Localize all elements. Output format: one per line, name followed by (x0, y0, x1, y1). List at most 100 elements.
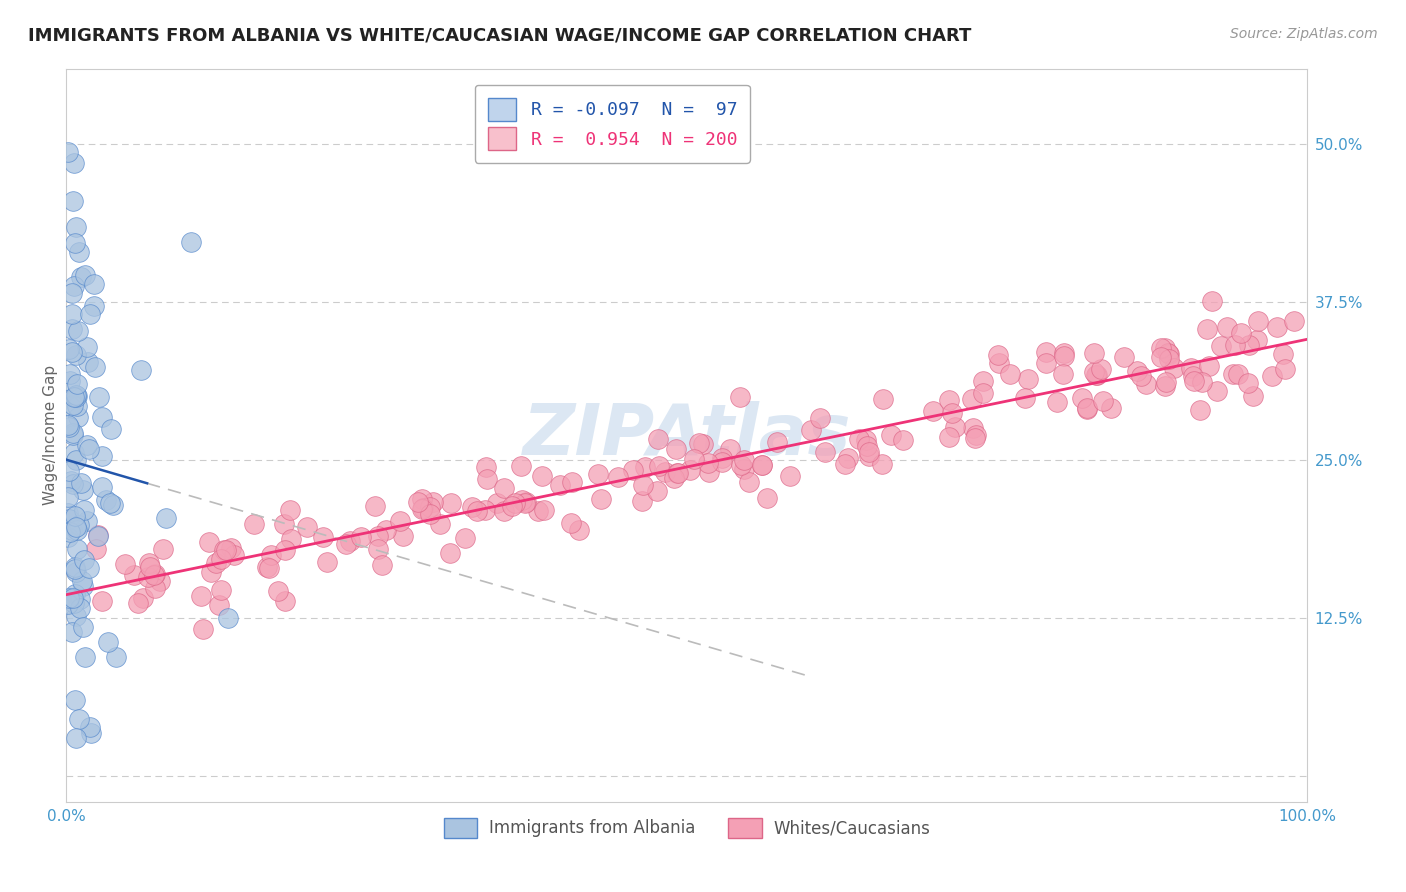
Point (692, 437, 714, 451)
Point (631, 494, 654, 508)
Point (278, 503, 301, 517)
Point (561, 475, 583, 489)
Point (367, 528, 389, 542)
Point (65, 236, 87, 251)
Point (65, 399, 87, 413)
Point (1126, 364, 1149, 378)
Point (155, 511, 177, 525)
Point (533, 503, 555, 517)
Point (1197, 322, 1219, 336)
Point (1209, 339, 1232, 353)
Point (77, 442, 100, 456)
Point (371, 558, 394, 573)
Legend: Immigrants from Albania, Whites/Caucasians: Immigrants from Albania, Whites/Caucasia… (437, 811, 936, 845)
Point (1084, 368, 1107, 383)
Point (58, 464, 80, 478)
Point (273, 517, 295, 532)
Point (728, 390, 751, 404)
Point (67, 713, 90, 727)
Point (548, 478, 571, 492)
Point (257, 561, 280, 575)
Point (83, 359, 105, 374)
Point (143, 581, 166, 595)
Point (76, 514, 98, 528)
Point (65, 508, 87, 523)
Point (67, 517, 90, 532)
Point (375, 523, 398, 537)
Point (136, 570, 159, 584)
Point (606, 470, 628, 484)
Point (79, 720, 101, 734)
Point (96, 493, 118, 508)
Point (688, 436, 710, 450)
Point (412, 500, 434, 515)
Point (65, 731, 87, 746)
Point (83, 299, 105, 313)
Point (1153, 378, 1175, 392)
Point (987, 348, 1010, 362)
Point (492, 481, 515, 495)
Point (756, 491, 779, 505)
Point (411, 502, 433, 516)
Point (921, 404, 943, 418)
Point (560, 516, 582, 530)
Point (63, 596, 86, 610)
Point (1189, 402, 1212, 417)
Point (152, 541, 174, 556)
Point (60, 345, 83, 359)
Point (808, 411, 831, 425)
Point (56, 145, 79, 159)
Point (63, 693, 86, 707)
Point (56, 597, 79, 611)
Point (77, 561, 100, 575)
Point (70, 270, 93, 285)
Point (62, 398, 84, 412)
Point (86, 542, 108, 557)
Point (856, 439, 879, 453)
Point (90, 480, 112, 494)
Point (295, 520, 318, 534)
Point (367, 541, 389, 556)
Point (1150, 350, 1173, 364)
Point (738, 475, 761, 489)
Point (515, 496, 537, 510)
Point (58, 512, 80, 526)
Point (621, 463, 644, 477)
Point (127, 596, 149, 610)
Point (1201, 294, 1223, 309)
Point (633, 478, 655, 492)
Point (1112, 350, 1135, 364)
Point (63, 562, 86, 576)
Point (834, 457, 856, 471)
Point (69, 591, 91, 606)
Point (1071, 391, 1094, 405)
Point (316, 555, 339, 569)
Point (1241, 389, 1264, 403)
Point (837, 451, 859, 466)
Point (530, 469, 553, 483)
Point (67, 410, 90, 425)
Point (63, 390, 86, 404)
Point (198, 534, 221, 549)
Point (274, 543, 297, 558)
Point (492, 504, 515, 518)
Point (988, 355, 1011, 369)
Point (58, 419, 80, 434)
Point (65, 565, 87, 579)
Point (647, 432, 669, 446)
Point (730, 458, 752, 472)
Point (139, 560, 162, 574)
Point (475, 460, 498, 475)
Point (256, 559, 278, 574)
Point (439, 546, 461, 560)
Point (80, 725, 103, 739)
Point (1052, 367, 1074, 381)
Text: Source: ZipAtlas.com: Source: ZipAtlas.com (1230, 27, 1378, 41)
Point (1083, 346, 1105, 360)
Point (1181, 369, 1204, 384)
Point (66, 389, 89, 403)
Point (350, 530, 373, 544)
Point (1261, 369, 1284, 384)
Point (1216, 319, 1239, 334)
Point (1180, 361, 1202, 376)
